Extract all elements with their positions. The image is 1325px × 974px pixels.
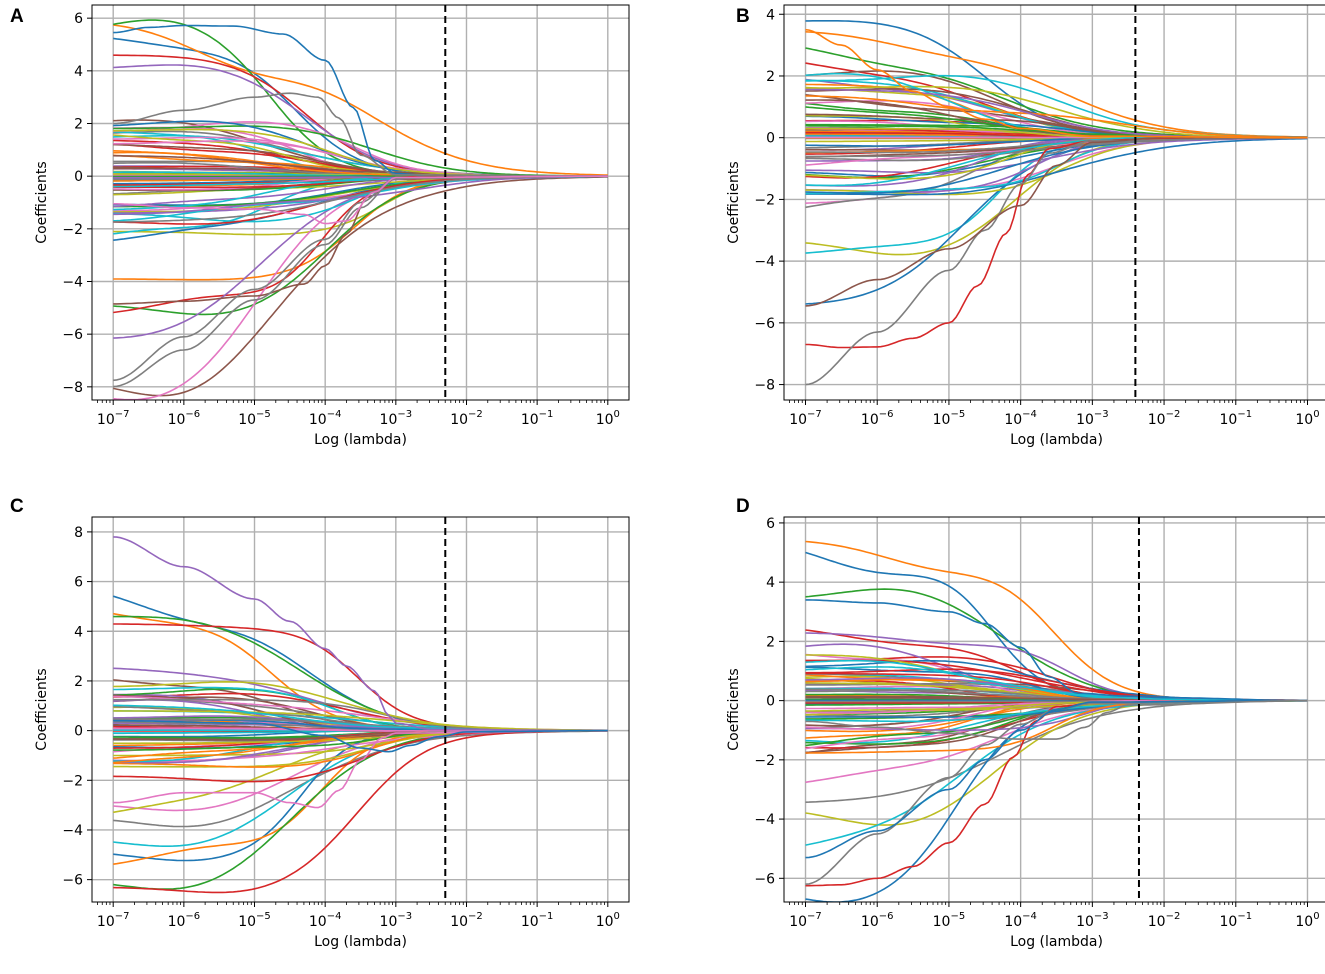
panel-b: B 10−7 10−6 10−5 10−4 10−3 10−2 10−1 100 −8 −6 −4 −2… — [662, 0, 1325, 485]
y-tick-label: 2 — [766, 69, 775, 85]
x-tick-label: 10−3 — [1076, 911, 1109, 930]
panel-letter: C — [10, 496, 24, 517]
x-tick-label: 10−6 — [168, 911, 201, 930]
x-tick-label: 10−7 — [789, 409, 822, 428]
x-axis-label: Log (lambda) — [314, 934, 407, 950]
y-tick-label: 6 — [74, 11, 83, 27]
chart-a: A 10−7 10−6 10−5 10−4 10−3 10−2 10−1 100 −8 −6 −4 −2… — [0, 0, 662, 485]
x-tick-label: 10−1 — [521, 409, 554, 428]
y-axis: −8 −6 −4 −2 0 2 4 — [754, 7, 784, 393]
x-axis-label: Log (lambda) — [1010, 934, 1103, 950]
x-tick-label: 10−2 — [450, 409, 483, 428]
coefficient-paths — [113, 20, 608, 400]
x-axis: 10−7 10−6 10−5 10−4 10−3 10−2 10−1 100 — [97, 400, 620, 428]
x-axis-label: Log (lambda) — [314, 432, 407, 448]
x-tick-label: 100 — [596, 409, 620, 428]
y-tick-label: 2 — [766, 634, 775, 650]
x-tick-label: 10−4 — [1004, 409, 1037, 428]
y-tick-label: −4 — [754, 254, 775, 270]
y-axis: −8 −6 −4 −2 0 2 4 6 — [62, 11, 92, 396]
x-tick-label: 10−3 — [380, 409, 413, 428]
x-tick-label: 10−6 — [861, 911, 894, 930]
x-tick-label: 10−7 — [97, 409, 130, 428]
y-tick-label: −2 — [754, 753, 775, 769]
x-tick-label: 10−2 — [450, 911, 483, 930]
x-axis-label: Log (lambda) — [1010, 432, 1103, 448]
x-tick-label: 100 — [596, 911, 620, 930]
y-axis-label: Coefficients — [726, 668, 742, 750]
y-tick-label: 6 — [74, 575, 83, 591]
x-tick-label: 10−1 — [1219, 409, 1252, 428]
panel-letter: B — [736, 6, 750, 27]
y-tick-label: 8 — [74, 525, 83, 541]
chart-c: C 10−7 10−6 10−5 10−4 10−3 10−2 10−1 100 −6 −4 −2 0 2… — [0, 485, 662, 970]
y-tick-label: −2 — [62, 222, 83, 238]
y-tick-label: −4 — [62, 275, 83, 291]
coefficient-paths — [806, 542, 1308, 903]
y-tick-label: 0 — [74, 724, 83, 740]
y-tick-label: 4 — [74, 64, 83, 80]
y-tick-label: 0 — [766, 694, 775, 710]
coefficient-path — [113, 176, 608, 400]
panel-c: C 10−7 10−6 10−5 10−4 10−3 10−2 10−1 100 −6 −4 −2 0 2… — [0, 485, 662, 970]
x-tick-label: 10−1 — [521, 911, 554, 930]
y-tick-label: 0 — [74, 169, 83, 185]
x-tick-label: 10−6 — [861, 409, 894, 428]
y-tick-label: −2 — [62, 773, 83, 789]
x-tick-label: 10−5 — [238, 409, 271, 428]
y-tick-label: −4 — [62, 823, 83, 839]
coefficient-path — [806, 138, 1308, 348]
panel-letter: D — [736, 496, 750, 517]
coefficient-paths — [113, 537, 608, 893]
x-axis: 10−7 10−6 10−5 10−4 10−3 10−2 10−1 100 — [789, 902, 1319, 930]
y-tick-label: −4 — [754, 812, 775, 828]
x-tick-label: 10−5 — [238, 911, 271, 930]
x-tick-label: 10−5 — [933, 911, 966, 930]
y-tick-label: −8 — [62, 380, 83, 396]
x-tick-label: 10−4 — [309, 409, 342, 428]
y-tick-label: −2 — [754, 192, 775, 208]
x-tick-label: 10−1 — [1219, 911, 1252, 930]
x-tick-label: 10−6 — [168, 409, 201, 428]
panel-a: A 10−7 10−6 10−5 10−4 10−3 10−2 10−1 100 −8 −6 −4 −2… — [0, 0, 662, 485]
y-tick-label: −6 — [754, 871, 775, 887]
y-tick-label: −6 — [62, 873, 83, 889]
y-tick-label: −8 — [754, 378, 775, 394]
x-tick-label: 10−4 — [1004, 911, 1037, 930]
y-tick-label: 6 — [766, 516, 775, 532]
coefficient-path — [113, 177, 608, 396]
y-axis: −6 −4 −2 0 2 4 6 — [754, 516, 784, 887]
y-axis-label: Coefficients — [34, 668, 50, 750]
x-tick-label: 10−3 — [380, 911, 413, 930]
y-tick-label: 0 — [766, 131, 775, 147]
chart-b: B 10−7 10−6 10−5 10−4 10−3 10−2 10−1 100 −8 −6 −4 −2… — [662, 0, 1325, 485]
x-axis: 10−7 10−6 10−5 10−4 10−3 10−2 10−1 100 — [789, 400, 1319, 428]
y-tick-label: 4 — [766, 7, 775, 23]
y-axis-label: Coefficients — [34, 161, 50, 243]
x-tick-label: 10−2 — [1148, 911, 1181, 930]
coefficient-path — [806, 138, 1308, 306]
y-tick-label: 2 — [74, 117, 83, 133]
x-tick-label: 100 — [1295, 409, 1319, 428]
y-axis: −6 −4 −2 0 2 4 6 8 — [62, 525, 92, 889]
y-tick-label: −6 — [754, 316, 775, 332]
y-tick-label: −6 — [62, 327, 83, 343]
x-tick-label: 10−4 — [309, 911, 342, 930]
panel-d: D 10−7 10−6 10−5 10−4 10−3 10−2 10−1 100 −6 −4 −2 0 2… — [662, 485, 1325, 970]
x-tick-label: 10−2 — [1148, 409, 1181, 428]
y-axis-label: Coefficients — [726, 161, 742, 243]
y-tick-label: 4 — [74, 624, 83, 640]
x-axis: 10−7 10−6 10−5 10−4 10−3 10−2 10−1 100 — [97, 902, 620, 930]
x-tick-label: 10−5 — [933, 409, 966, 428]
x-tick-label: 100 — [1295, 911, 1319, 930]
y-tick-label: 2 — [74, 674, 83, 690]
y-tick-label: 4 — [766, 575, 775, 591]
chart-d: D 10−7 10−6 10−5 10−4 10−3 10−2 10−1 100 −6 −4 −2 0 2… — [662, 485, 1325, 970]
x-tick-label: 10−3 — [1076, 409, 1109, 428]
coefficient-path — [113, 731, 608, 861]
panel-letter: A — [10, 6, 24, 27]
x-tick-label: 10−7 — [97, 911, 130, 930]
x-tick-label: 10−7 — [789, 911, 822, 930]
